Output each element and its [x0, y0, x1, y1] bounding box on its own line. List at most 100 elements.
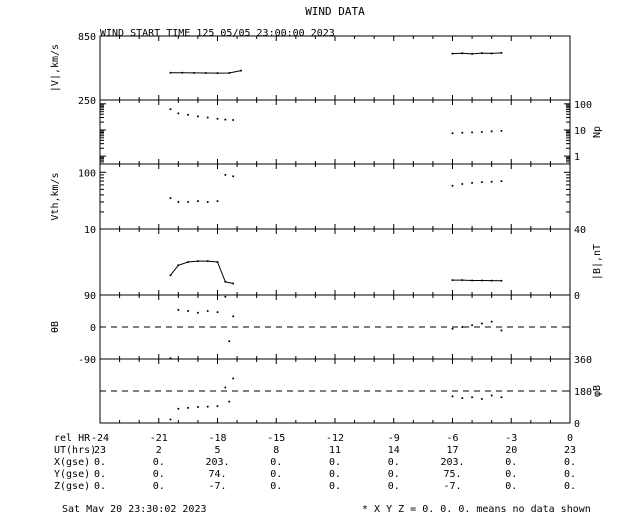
y-axis-label: |V|,km/s: [50, 44, 61, 92]
x-row-value: 0.: [270, 469, 282, 480]
data-point: [206, 116, 209, 119]
data-point: [451, 327, 454, 330]
data-point: [224, 295, 227, 298]
data-point: [490, 130, 493, 133]
x-row-value: 0.: [94, 469, 106, 480]
x-row-value: 5: [214, 445, 220, 456]
data-point: [232, 315, 235, 318]
x-row-value: 0.: [94, 457, 106, 468]
data-point: [500, 279, 503, 282]
x-row-value: 0.: [388, 469, 400, 480]
x-row-value: 0.: [329, 469, 341, 480]
x-row-value: 17: [446, 445, 458, 456]
data-point: [187, 113, 190, 116]
x-row-value: -7.: [443, 481, 461, 492]
panel-frame: [99, 163, 571, 230]
data-point: [480, 322, 483, 325]
data-point: [169, 274, 172, 277]
x-row-value: -6: [446, 433, 458, 444]
data-point: [216, 261, 219, 263]
y-tick-label: -90: [78, 355, 96, 366]
panel-speed: 850 250 |V|,km/s: [50, 32, 571, 107]
data-point: [216, 200, 219, 203]
y-tick-label: 10: [574, 126, 586, 137]
data-point: [232, 119, 235, 122]
x-row-value: 74.: [208, 469, 226, 480]
data-point: [196, 200, 199, 203]
y-tick-label: 10: [84, 225, 96, 236]
x-row-value: 0.: [329, 481, 341, 492]
data-point: [224, 173, 227, 176]
data-point: [490, 320, 493, 323]
x-row-value: -21: [150, 433, 168, 444]
x-row-value: -7.: [208, 481, 226, 492]
footer-timestamp: Sat May 20 23:30:02 2023: [62, 504, 207, 512]
panel-frame: [99, 228, 571, 296]
data-point: [451, 132, 454, 135]
data-point: [177, 407, 180, 410]
x-row-value: 0.: [505, 469, 517, 480]
data-point: [500, 51, 503, 54]
data-point: [187, 406, 190, 409]
data-point: [216, 311, 219, 314]
data-point: [471, 396, 474, 399]
x-row-value: 0.: [153, 481, 165, 492]
data-point: [169, 108, 172, 111]
x-row-value: 0.: [270, 457, 282, 468]
x-row-value: 0.: [153, 469, 165, 480]
y-axis-label: Np: [592, 126, 603, 138]
data-point: [181, 71, 184, 74]
data-point: [196, 311, 199, 314]
data-point: [471, 279, 474, 282]
data-point: [177, 264, 180, 267]
series-line: [170, 260, 234, 284]
data-point: [461, 326, 464, 328]
y-tick-label: 360: [574, 355, 592, 366]
series-line: [452, 279, 502, 282]
data-point: [196, 115, 199, 118]
data-point: [187, 310, 190, 312]
y-tick-label: 180: [574, 387, 592, 398]
data-point: [461, 279, 464, 282]
data-point: [451, 52, 454, 55]
x-row-value: 2: [156, 445, 162, 456]
data-point: [177, 112, 180, 115]
y-tick-label: 100: [78, 168, 96, 179]
x-row-value: -18: [208, 433, 226, 444]
x-row-value: 0.: [388, 481, 400, 492]
data-point: [169, 418, 172, 421]
x-row-value: -24: [91, 433, 109, 444]
data-point: [196, 260, 199, 263]
y-tick-label: 850: [78, 32, 96, 43]
data-point: [193, 71, 195, 74]
y-tick-label: 0: [574, 419, 580, 430]
data-point: [206, 310, 209, 312]
data-point: [216, 72, 219, 75]
data-point: [451, 395, 454, 398]
x-row-value: 0.: [505, 457, 517, 468]
data-point: [490, 279, 493, 282]
panel-frame: [99, 35, 571, 101]
y-axis-label: φB: [592, 385, 603, 397]
data-point: [471, 52, 474, 55]
data-point: [490, 394, 493, 397]
data-point: [216, 117, 219, 120]
data-point: [480, 130, 483, 133]
data-point: [500, 129, 503, 132]
panel-field-longitude: 360 180 0 φB: [99, 355, 603, 430]
data-point: [232, 377, 235, 380]
data-point: [169, 197, 172, 200]
data-point: [480, 181, 483, 184]
x-row-value: 203.: [440, 457, 464, 468]
x-row-value: 0.: [505, 481, 517, 492]
y-tick-label: 1: [574, 152, 580, 163]
data-point: [169, 71, 172, 74]
panel-density: 100 10 1 Np: [99, 99, 603, 165]
data-point: [490, 52, 493, 55]
data-point: [177, 200, 180, 203]
data-point: [500, 329, 503, 332]
data-point: [228, 72, 231, 75]
data-point: [232, 282, 235, 285]
x-axis-table: rel HR -24 -21 -18 -15 -12 -9 -6 -3 0UT(hrs)23 2 5 8…: [54, 433, 576, 492]
